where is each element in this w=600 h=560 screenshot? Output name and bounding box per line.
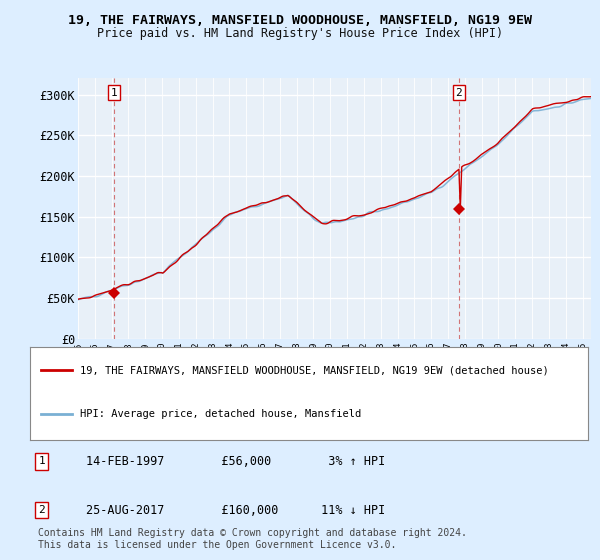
Text: 1: 1 [110, 87, 117, 97]
Text: 1: 1 [38, 456, 45, 466]
Text: HPI: Average price, detached house, Mansfield: HPI: Average price, detached house, Mans… [80, 409, 361, 419]
Text: 14-FEB-1997        £56,000        3% ↑ HPI: 14-FEB-1997 £56,000 3% ↑ HPI [86, 455, 385, 468]
Text: Price paid vs. HM Land Registry's House Price Index (HPI): Price paid vs. HM Land Registry's House … [97, 27, 503, 40]
Text: 2: 2 [38, 505, 45, 515]
Text: 19, THE FAIRWAYS, MANSFIELD WOODHOUSE, MANSFIELD, NG19 9EW (detached house): 19, THE FAIRWAYS, MANSFIELD WOODHOUSE, M… [80, 365, 549, 375]
Text: 25-AUG-2017        £160,000      11% ↓ HPI: 25-AUG-2017 £160,000 11% ↓ HPI [86, 503, 385, 517]
Text: 2: 2 [455, 87, 463, 97]
Text: 19, THE FAIRWAYS, MANSFIELD WOODHOUSE, MANSFIELD, NG19 9EW: 19, THE FAIRWAYS, MANSFIELD WOODHOUSE, M… [68, 14, 532, 27]
Text: Contains HM Land Registry data © Crown copyright and database right 2024.
This d: Contains HM Land Registry data © Crown c… [38, 528, 467, 549]
